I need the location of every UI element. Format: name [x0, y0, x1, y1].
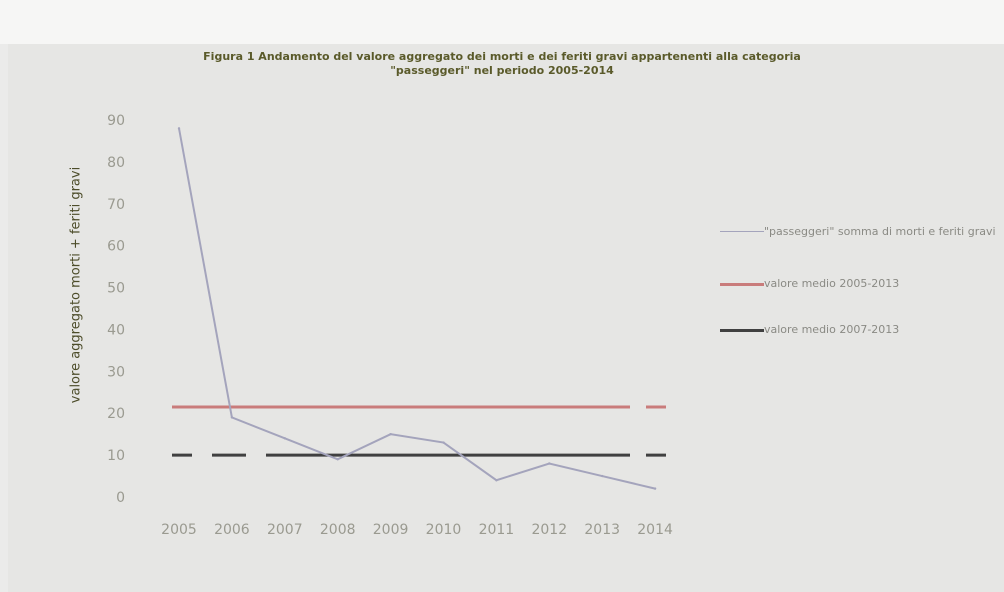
data-point-2006	[230, 416, 234, 419]
x-tick-label-2014: 2014	[637, 522, 673, 538]
chart-title-line-1: Figura 1 Andamento del valore aggregato …	[203, 50, 801, 63]
x-tick-label-2008: 2008	[320, 522, 356, 538]
data-point-2012	[548, 462, 551, 465]
y-tick-label-10: 10	[107, 448, 125, 464]
y-tick-label-70: 70	[107, 197, 125, 213]
y-tick-label-60: 60	[107, 239, 125, 255]
legend-label-media-2007-2013: valore medio 2007-2013	[764, 323, 900, 336]
data-point-2007	[283, 437, 286, 440]
y-tick-label-40: 40	[107, 322, 125, 338]
legend-label-passeggeri: "passeggeri" somma di morti e feriti gra…	[764, 225, 996, 238]
legend-swatch-media-2005-2013	[720, 283, 764, 286]
data-point-2011	[495, 479, 498, 482]
data-point-2009	[389, 432, 392, 436]
series-line-passeggeri	[178, 128, 656, 490]
y-tick-label-50: 50	[107, 281, 125, 297]
legend-swatch-media-2007-2013	[720, 329, 764, 332]
y-tick-label-20: 20	[107, 406, 125, 422]
y-tick-label-80: 80	[107, 155, 125, 171]
x-tick-label-2006: 2006	[214, 522, 250, 538]
x-tick-label-2009: 2009	[373, 522, 409, 538]
chart-panel	[8, 44, 1004, 592]
chart-title: Figura 1 Andamento del valore aggregato …	[0, 50, 1004, 78]
chart-title-line-2: "passeggeri" nel periodo 2005-2014	[390, 64, 614, 77]
x-tick-label-2010: 2010	[426, 522, 462, 538]
data-point-2014	[653, 487, 657, 490]
data-point-2005	[177, 127, 181, 130]
y-tick-label-90: 90	[107, 113, 125, 129]
legend-swatch-passeggeri	[720, 231, 764, 232]
data-point-2013	[601, 474, 604, 478]
y-tick-label-30: 30	[107, 364, 125, 380]
legend-label-media-2005-2013: valore medio 2005-2013	[764, 277, 900, 290]
data-point-2008	[336, 458, 339, 461]
x-tick-label-2012: 2012	[531, 522, 567, 538]
x-tick-label-2013: 2013	[584, 522, 620, 538]
data-point-2010	[442, 441, 445, 444]
x-tick-label-2011: 2011	[479, 522, 515, 538]
y-tick-label-0: 0	[116, 490, 125, 506]
x-tick-label-2007: 2007	[267, 522, 303, 538]
top-band	[0, 0, 1004, 44]
x-tick-label-2005: 2005	[161, 522, 197, 538]
